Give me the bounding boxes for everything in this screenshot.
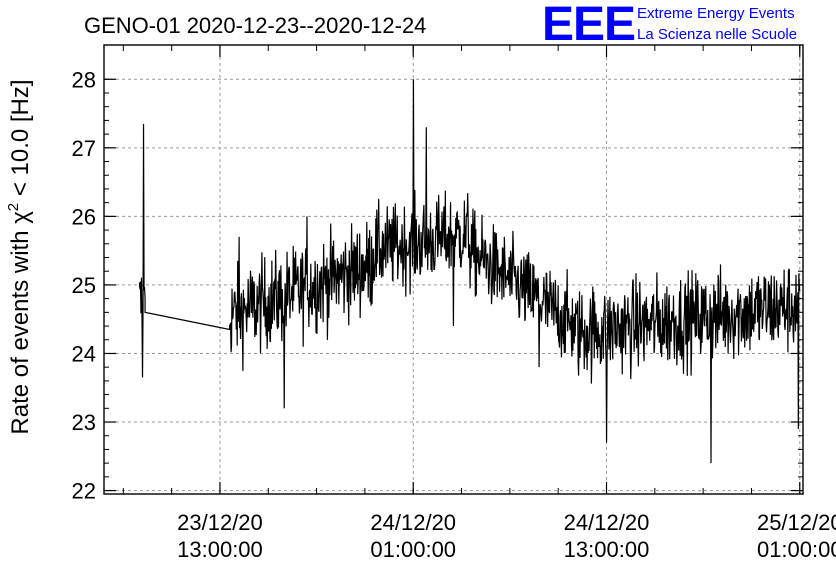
x-tick-label-time: 01:00:00 (757, 537, 836, 562)
y-axis-label-sup: 2 (5, 203, 22, 211)
y-tick-label: 23 (72, 410, 96, 435)
y-tick-label: 25 (72, 273, 96, 298)
y-tick-label: 27 (72, 136, 96, 161)
chart-title: GENO-01 2020-12-23--2020-12-24 (84, 13, 426, 38)
x-tick-label-date: 23/12/20 (177, 510, 263, 535)
plot-frame (103, 44, 804, 495)
data-series (138, 79, 801, 464)
x-tick-label-time: 01:00:00 (370, 537, 456, 562)
y-tick-label: 28 (72, 67, 96, 92)
x-tick-label-date: 24/12/20 (370, 510, 456, 535)
x-tick-labels: 23/12/2013:00:0024/12/2001:00:0024/12/20… (177, 510, 836, 562)
logo-line-2: La Scienza nelle Scuole (637, 26, 797, 43)
y-tick-label: 24 (72, 341, 96, 366)
eee-logo: EEE Extreme Energy Events La Scienza nel… (542, 0, 797, 51)
logo-line-1: Extreme Energy Events (637, 5, 795, 22)
y-tick-label: 26 (72, 204, 96, 229)
x-tick-label-time: 13:00:00 (177, 537, 263, 562)
rate-series-line (138, 79, 801, 464)
y-tick-label: 22 (72, 479, 96, 504)
x-tick-label-time: 13:00:00 (564, 537, 650, 562)
logo-mark: EEE (542, 0, 635, 51)
y-axis-label-chi: χ (7, 211, 34, 224)
axes (103, 44, 804, 495)
y-tick-labels: 22 23 24 25 26 27 28 (72, 67, 96, 503)
x-tick-label-date: 25/12/20 (757, 510, 836, 535)
x-tick-label-date: 24/12/20 (564, 510, 650, 535)
y-axis-label: Rate of events with χ2 < 10.0 [Hz] (5, 79, 34, 434)
